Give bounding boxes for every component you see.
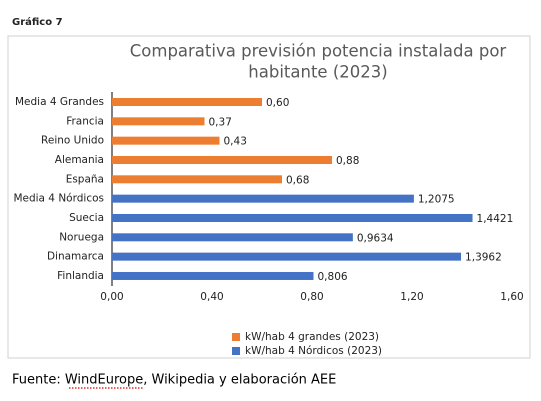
data-label: 0,37: [209, 116, 232, 128]
bar: [112, 233, 353, 242]
data-label: 0,9634: [357, 232, 394, 244]
y-tick-label: Media 4 Nórdicos: [13, 193, 104, 205]
data-label: 1,3962: [465, 252, 502, 264]
x-tick-label: 0,00: [100, 291, 123, 303]
data-label: 0,68: [286, 174, 309, 186]
y-tick-label: Noruega: [59, 231, 104, 243]
data-label: 1,2075: [418, 194, 455, 206]
chart-title: Comparativa previsión potencia instalada…: [130, 42, 507, 61]
bar: [112, 155, 332, 164]
y-tick-label: Dinamarca: [47, 251, 104, 263]
y-tick-label: Media 4 Grandes: [15, 96, 104, 108]
data-label: 0,88: [336, 155, 359, 167]
y-tick-label: Alemania: [55, 154, 104, 166]
x-tick-label: 1,20: [400, 291, 423, 303]
figure-label: Gráfico 7: [12, 16, 63, 28]
chart-frame: [7, 35, 531, 359]
x-tick-label: 1,60: [500, 291, 523, 303]
x-tick-label: 0,40: [200, 291, 223, 303]
bar: [112, 252, 462, 261]
bar: [112, 175, 282, 184]
bar: [112, 213, 473, 222]
bar: [112, 194, 414, 203]
legend-label: kW/hab 4 Nórdicos (2023): [245, 345, 382, 357]
y-tick-label: Francia: [66, 115, 104, 127]
bar: [112, 98, 262, 106]
legend-swatch: [232, 333, 240, 341]
data-label: 0,60: [266, 97, 289, 109]
y-tick-label: Finlandia: [57, 270, 104, 282]
bar: [112, 136, 220, 145]
legend-swatch: [232, 347, 240, 355]
y-tick-label: Reino Unido: [41, 135, 104, 147]
y-tick-label: España: [66, 173, 104, 185]
data-label: 1,4421: [477, 213, 514, 225]
data-label: 0,806: [318, 271, 348, 283]
source: Fuente: WindEurope, Wikipedia y elaborac…: [12, 373, 336, 388]
legend-label: kW/hab 4 grandes (2023): [245, 331, 379, 343]
y-tick-label: Suecia: [69, 212, 104, 224]
bar: [112, 271, 314, 280]
data-label: 0,43: [224, 136, 247, 148]
chart-title: habitante (2023): [248, 63, 387, 82]
bar: [112, 117, 205, 126]
x-tick-label: 0,80: [300, 291, 323, 303]
